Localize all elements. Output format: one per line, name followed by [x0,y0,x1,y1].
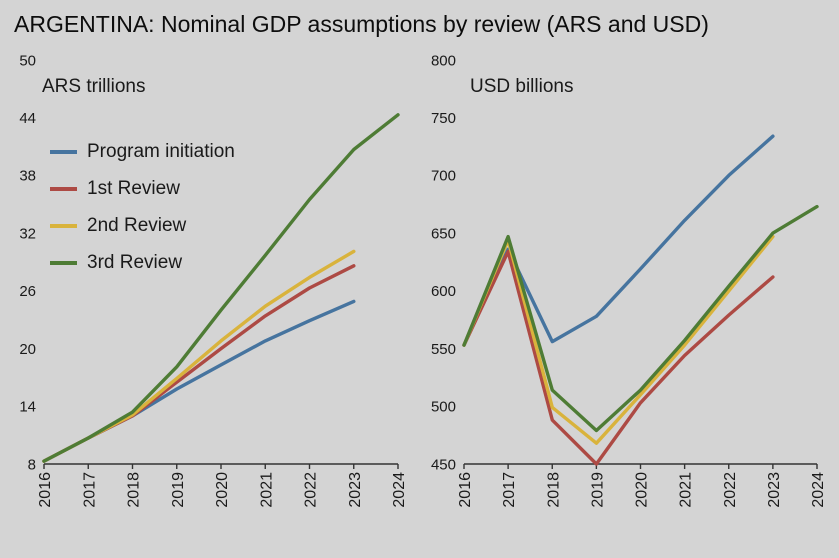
x-tick-label: 2024 [391,472,408,508]
x-tick-label: 2016 [37,472,54,508]
y-tick-label: 700 [431,168,456,185]
x-tick-label: 2024 [810,472,827,508]
x-tick-label: 2020 [214,472,231,508]
chart-ars-canvas: 8 14 20 26 32 38 44 50 2016 2017 2018 2019 2020 2021 2… [19,52,408,508]
y-tick-label: 650 [431,225,456,242]
chart-ars-label: ARS trillions [42,75,146,97]
legend-item-program-initiation: Program initiation [50,140,235,164]
legend: Program initiation 1st Review 2nd Review… [50,140,235,288]
y-tick-label: 800 [431,52,456,69]
legend-swatch-3rd-review [50,260,77,265]
y-tick-label: 450 [431,456,456,473]
y-tick-label: 38 [19,168,36,185]
x-tick-label: 2018 [126,472,143,508]
x-tick-label: 2019 [589,472,606,508]
x-tick-label: 2017 [501,472,518,508]
y-tick-label: 8 [28,456,36,473]
legend-swatch-1st-review [50,186,77,191]
legend-label: 2nd Review [87,214,187,236]
chart-usd-label: USD billions [470,75,574,97]
legend-item-2nd-review: 2nd Review [50,214,235,238]
x-tick-label: 2022 [303,472,320,508]
y-tick-label: 44 [19,110,36,127]
chart-ars: 8 14 20 26 32 38 44 50 2016 2017 2018 2019 2020 2021 2… [12,46,412,544]
y-tick-label: 20 [19,341,36,358]
series-line-3rd-review [42,112,400,463]
x-tick-label: 2021 [258,472,275,508]
x-tick-label: 2017 [81,472,98,508]
y-tick-label: 550 [431,341,456,358]
y-tick-label: 50 [19,52,36,69]
y-tick-label: 26 [19,283,36,300]
y-tick-label: 600 [431,283,456,300]
legend-label: Program initiation [87,140,235,162]
chart-usd: 450 500 550 600 650 700 750 800 2016 2017 2018 2019… [418,46,831,544]
series-line-1st-review [462,249,775,466]
legend-item-3rd-review: 3rd Review [50,251,235,275]
legend-label: 1st Review [87,177,180,199]
x-tick-label: 2023 [766,472,783,508]
x-tick-label: 2019 [170,472,187,508]
y-tick-label: 750 [431,110,456,127]
x-tick-label: 2020 [634,472,651,508]
x-tick-label: 2018 [545,472,562,508]
legend-label: 3rd Review [87,251,183,273]
legend-swatch-2nd-review [50,223,77,228]
x-tick-label: 2016 [457,472,474,508]
charts-row: 8 14 20 26 32 38 44 50 2016 2017 2018 2019 2020 2021 2… [12,46,827,544]
x-tick-label: 2021 [678,472,695,508]
y-tick-label: 14 [19,398,36,415]
figure-title: ARGENTINA: Nominal GDP assumptions by re… [14,11,709,37]
legend-item-1st-review: 1st Review [50,177,235,201]
x-tick-label: 2022 [722,472,739,508]
series-line-1st-review [42,263,356,463]
y-tick-label: 32 [19,225,36,242]
y-tick-label: 500 [431,398,456,415]
x-tick-label: 2023 [347,472,364,508]
legend-swatch-program-initiation [50,149,77,154]
chart-usd-canvas: 450 500 550 600 650 700 750 800 2016 2017 2018 2019… [431,52,827,508]
series-line-3rd-review [462,204,819,433]
